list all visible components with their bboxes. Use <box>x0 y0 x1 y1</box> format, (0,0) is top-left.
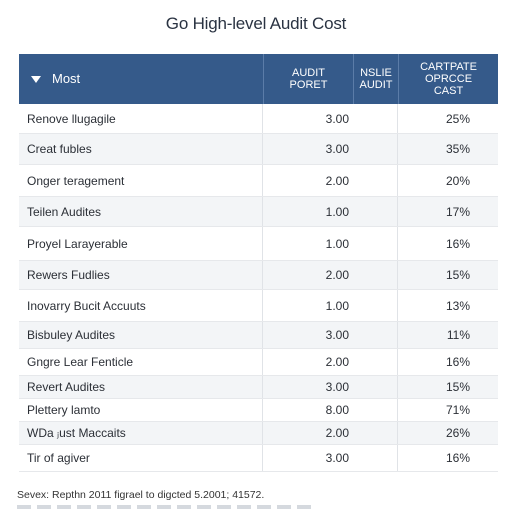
row-spacer <box>353 376 398 398</box>
row-percent: 16% <box>445 236 470 251</box>
row-audit-value: 3.00 <box>325 451 349 465</box>
header-audit-poret-line2: PORET <box>289 79 328 91</box>
table-row[interactable]: Rewers Fudlies 2.00 15% <box>19 261 498 290</box>
row-audit-value: 8.00 <box>325 403 349 417</box>
row-spacer <box>353 261 398 289</box>
row-percent: 16% <box>445 451 470 465</box>
row-spacer <box>353 290 398 321</box>
row-percent: 13% <box>445 298 470 313</box>
audit-cost-table: Most AUDIT PORET NSLIE AUDIT CARTPATE OP… <box>19 54 498 472</box>
row-name: Bisbuley Audites <box>19 322 263 348</box>
row-audit-value: 2.00 <box>325 426 349 440</box>
row-audit-value: 3.00 <box>325 328 349 342</box>
row-audit-value: 3.00 <box>325 380 349 394</box>
row-name: Plettery lamto <box>19 399 263 421</box>
row-name: Revert Audites <box>19 376 263 398</box>
row-audit-value: 2.00 <box>325 268 349 282</box>
header-most-label: Most <box>52 71 81 86</box>
row-spacer <box>353 134 398 164</box>
row-percent: 25% <box>445 111 470 126</box>
row-spacer <box>353 227 398 260</box>
row-percent: 16% <box>445 355 470 369</box>
row-name: Creat fubles <box>19 134 263 164</box>
header-nslie-audit-line1: NSLIE <box>360 67 392 79</box>
table-row[interactable]: Plettery lamto 8.00 71% <box>19 399 498 422</box>
header-nslie-audit-line2: AUDIT <box>359 79 393 91</box>
header-cartpate-cast-line3: CAST <box>433 85 464 97</box>
row-name: Gngre Lear Fenticle <box>19 349 263 375</box>
row-percent: 15% <box>445 380 470 394</box>
row-spacer <box>353 422 398 444</box>
header-audit-poret: AUDIT PORET <box>263 54 353 104</box>
table-row[interactable]: Creat fubles 3.00 35% <box>19 134 498 165</box>
row-spacer <box>353 349 398 375</box>
header-cartpate-cast: CARTPATE OPRCCE CAST <box>398 54 498 104</box>
page-title: Go High-level Audit Cost <box>165 14 347 33</box>
row-spacer <box>353 322 398 348</box>
table-body: Renove llugagile 3.00 25% Creat fubles 3.00 3… <box>19 104 498 472</box>
row-audit-value: 1.00 <box>325 298 349 313</box>
row-audit-value: 1.00 <box>325 204 349 219</box>
table-header: Most AUDIT PORET NSLIE AUDIT CARTPATE OP… <box>19 54 498 104</box>
header-most[interactable]: Most <box>19 54 263 104</box>
table-row[interactable]: Proyel Larayerable 1.00 16% <box>19 227 498 261</box>
row-spacer <box>353 399 398 421</box>
table-row[interactable]: Onger teragement 2.00 20% <box>19 165 498 197</box>
header-cartpate-cast-line2: OPRCCE <box>424 73 473 85</box>
row-audit-value: 2.00 <box>325 355 349 369</box>
table-row[interactable]: Inovarry Bucit Accuuts 1.00 13% <box>19 290 498 322</box>
chevron-down-icon[interactable] <box>31 76 41 83</box>
row-percent: 26% <box>445 426 470 440</box>
row-audit-value: 3.00 <box>325 142 349 156</box>
table-row[interactable]: Renove llugagile 3.00 25% <box>19 104 498 134</box>
row-audit-value: 3.00 <box>325 111 349 126</box>
table-row[interactable]: Tir of agiver 3.00 16% <box>19 445 498 472</box>
row-percent: 71% <box>445 403 470 417</box>
row-name: Teilen Audites <box>19 197 263 226</box>
footnote: Sevex: Repthn 2011 figrael to digcted 5.… <box>17 489 265 501</box>
table-row[interactable]: Bisbuley Audites 3.00 11% <box>19 322 498 349</box>
table-row[interactable]: WDa ⱼust Maccaits 2.00 26% <box>19 422 498 445</box>
row-audit-value: 1.00 <box>325 236 349 251</box>
row-spacer <box>353 445 398 471</box>
row-name: Renove llugagile <box>19 104 263 133</box>
row-name: Onger teragement <box>19 165 263 196</box>
row-name: Rewers Fudlies <box>19 261 263 289</box>
row-audit-value: 2.00 <box>325 173 349 188</box>
table-row[interactable]: Teilen Audites 1.00 17% <box>19 197 498 227</box>
row-percent: 11% <box>446 328 470 342</box>
header-audit-poret-line1: AUDIT <box>292 67 325 79</box>
header-cartpate-cast-line1: CARTPATE <box>420 61 477 73</box>
row-percent: 15% <box>445 268 470 282</box>
row-spacer <box>353 197 398 226</box>
table-row[interactable]: Revert Audites 3.00 15% <box>19 376 498 399</box>
row-percent: 17% <box>445 204 470 219</box>
row-percent: 20% <box>445 173 470 188</box>
row-spacer <box>353 104 398 133</box>
header-nslie-audit: NSLIE AUDIT <box>353 54 398 104</box>
footnote-second-line <box>17 505 317 509</box>
row-spacer <box>353 165 398 196</box>
table-row[interactable]: Gngre Lear Fenticle 2.00 16% <box>19 349 498 376</box>
row-name: WDa ⱼust Maccaits <box>19 422 263 444</box>
row-name: Inovarry Bucit Accuuts <box>19 290 263 321</box>
row-percent: 35% <box>445 142 470 156</box>
row-name: Tir of agiver <box>19 445 263 471</box>
row-name: Proyel Larayerable <box>19 227 263 260</box>
